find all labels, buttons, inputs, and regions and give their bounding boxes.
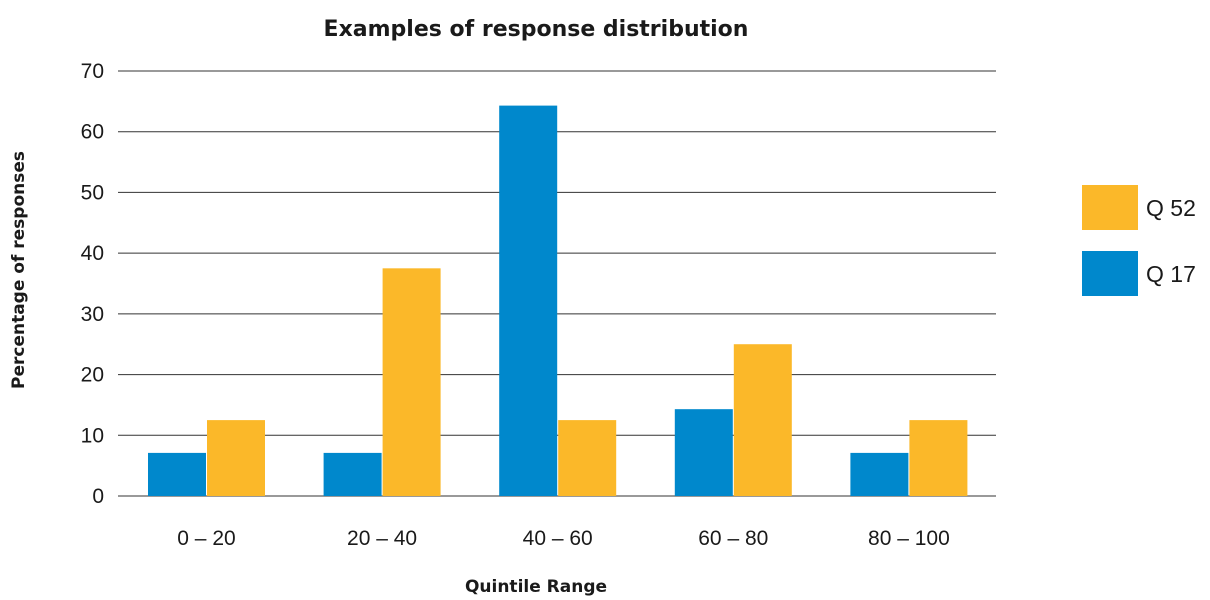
bar-q52-4 (909, 420, 968, 496)
legend: Q 52 Q 17 (1082, 185, 1196, 296)
chart-title: Examples of response distribution (324, 17, 749, 42)
bar-q52-0 (207, 420, 265, 496)
bar-q17-4 (850, 452, 909, 496)
x-axis-ticks: 0 – 20 20 – 40 40 – 60 60 – 80 80 – 100 (177, 527, 949, 550)
y-tick-label: 50 (81, 181, 104, 204)
y-tick-label: 0 (92, 485, 104, 508)
y-tick-label: 20 (81, 364, 104, 387)
x-tick-label: 40 – 60 (523, 527, 593, 550)
y-axis-ticks: 0 10 20 30 40 50 60 70 (81, 60, 104, 508)
y-tick-label: 60 (81, 121, 104, 144)
y-tick-label: 70 (81, 60, 104, 83)
y-tick-label: 10 (81, 424, 104, 447)
y-tick-label: 40 (81, 242, 104, 265)
x-tick-label: 60 – 80 (698, 527, 768, 550)
bar-q17-3 (674, 409, 733, 496)
legend-swatch-q52 (1082, 185, 1138, 230)
bar-q17-1 (323, 452, 382, 496)
bar-q52-1 (382, 268, 441, 496)
x-tick-label: 20 – 40 (347, 527, 417, 550)
bar-q17-2 (499, 105, 558, 496)
y-tick-label: 30 (81, 303, 104, 326)
x-axis-title: Quintile Range (465, 577, 607, 597)
legend-swatch-q17 (1082, 251, 1138, 296)
bar-q17-0 (148, 452, 206, 496)
bars (148, 105, 968, 496)
bar-q52-2 (558, 420, 617, 496)
bar-q52-3 (733, 344, 792, 496)
x-tick-label: 80 – 100 (868, 527, 950, 550)
x-tick-label: 0 – 20 (177, 527, 235, 550)
legend-label: Q 52 (1146, 195, 1196, 221)
y-axis-title: Percentage of responses (9, 151, 29, 389)
legend-label: Q 17 (1146, 261, 1196, 287)
